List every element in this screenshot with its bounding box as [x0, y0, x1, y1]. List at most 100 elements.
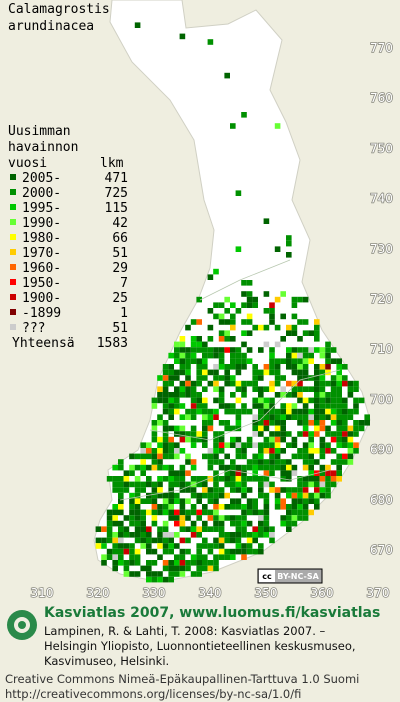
observation	[202, 442, 208, 448]
observation	[129, 504, 135, 510]
observation	[252, 414, 258, 420]
observation	[190, 414, 197, 420]
observation	[185, 352, 191, 359]
observation	[314, 498, 320, 504]
observation	[252, 504, 258, 510]
observation	[235, 498, 242, 504]
observation	[213, 543, 219, 549]
observation	[302, 453, 309, 460]
observation	[263, 425, 270, 432]
observation	[269, 453, 275, 460]
observation	[302, 442, 309, 448]
observation	[297, 397, 303, 404]
observation	[297, 515, 303, 521]
observation	[179, 352, 186, 359]
observation	[314, 330, 320, 336]
observation	[185, 380, 191, 387]
legend-label: 2000-	[22, 186, 61, 201]
observation	[196, 296, 202, 303]
observation	[162, 431, 169, 437]
observation	[157, 481, 163, 488]
observation	[174, 341, 180, 348]
observation	[174, 515, 180, 521]
observation	[308, 330, 314, 336]
observation	[207, 347, 214, 353]
observation	[258, 420, 264, 426]
observation	[112, 509, 118, 516]
observation	[190, 436, 197, 443]
y-tick-label: 720	[370, 292, 393, 306]
observation	[274, 364, 281, 370]
observation	[185, 453, 191, 460]
observation	[342, 414, 348, 420]
observation	[185, 408, 191, 415]
observation	[241, 280, 247, 286]
observation	[168, 509, 174, 516]
observation	[230, 347, 236, 353]
observation	[246, 532, 253, 538]
observation	[168, 453, 174, 460]
observation	[230, 364, 236, 370]
observation	[325, 476, 331, 482]
observation	[123, 565, 130, 572]
observation	[190, 459, 197, 465]
observation	[297, 481, 303, 488]
observation	[235, 453, 242, 460]
observation	[118, 526, 124, 532]
observation	[179, 431, 186, 437]
observation	[302, 319, 309, 325]
observation	[174, 509, 180, 516]
observation	[263, 448, 270, 454]
observation	[252, 476, 258, 482]
observation	[218, 313, 225, 320]
observation	[308, 436, 314, 443]
observation	[134, 520, 141, 527]
observation	[190, 476, 197, 482]
observation	[213, 509, 219, 516]
observation	[286, 380, 292, 387]
observation	[157, 442, 163, 448]
observation	[185, 358, 191, 364]
observation	[308, 476, 314, 482]
observation	[218, 532, 225, 538]
observation	[218, 492, 225, 499]
observation	[263, 476, 270, 482]
observation	[207, 515, 214, 521]
observation	[162, 420, 169, 426]
observation	[207, 352, 214, 359]
observation	[325, 481, 331, 488]
observation	[263, 420, 270, 426]
observation	[134, 515, 141, 521]
observation	[151, 515, 158, 521]
observation	[185, 498, 191, 504]
observation	[185, 369, 191, 376]
observation	[336, 453, 342, 460]
observation	[118, 560, 124, 566]
observation	[297, 386, 303, 392]
observation	[241, 526, 247, 532]
observation	[246, 347, 253, 353]
observation	[230, 319, 236, 325]
observation	[134, 453, 141, 460]
observation	[196, 526, 202, 532]
observation	[190, 336, 197, 342]
observation	[286, 252, 292, 258]
observation	[302, 369, 309, 376]
observation	[218, 386, 225, 392]
observation	[241, 380, 247, 387]
observation	[235, 246, 242, 252]
observation	[258, 448, 264, 454]
observation	[168, 498, 174, 504]
observation	[213, 498, 219, 504]
legend-count: 66	[112, 231, 128, 246]
observation	[207, 425, 214, 432]
observation	[190, 352, 197, 359]
observation	[224, 425, 230, 432]
observation	[280, 470, 286, 476]
observation	[207, 39, 214, 45]
observation	[196, 498, 202, 504]
observation	[291, 464, 298, 471]
observation	[297, 380, 303, 387]
observation	[252, 324, 258, 331]
observation	[213, 560, 219, 566]
